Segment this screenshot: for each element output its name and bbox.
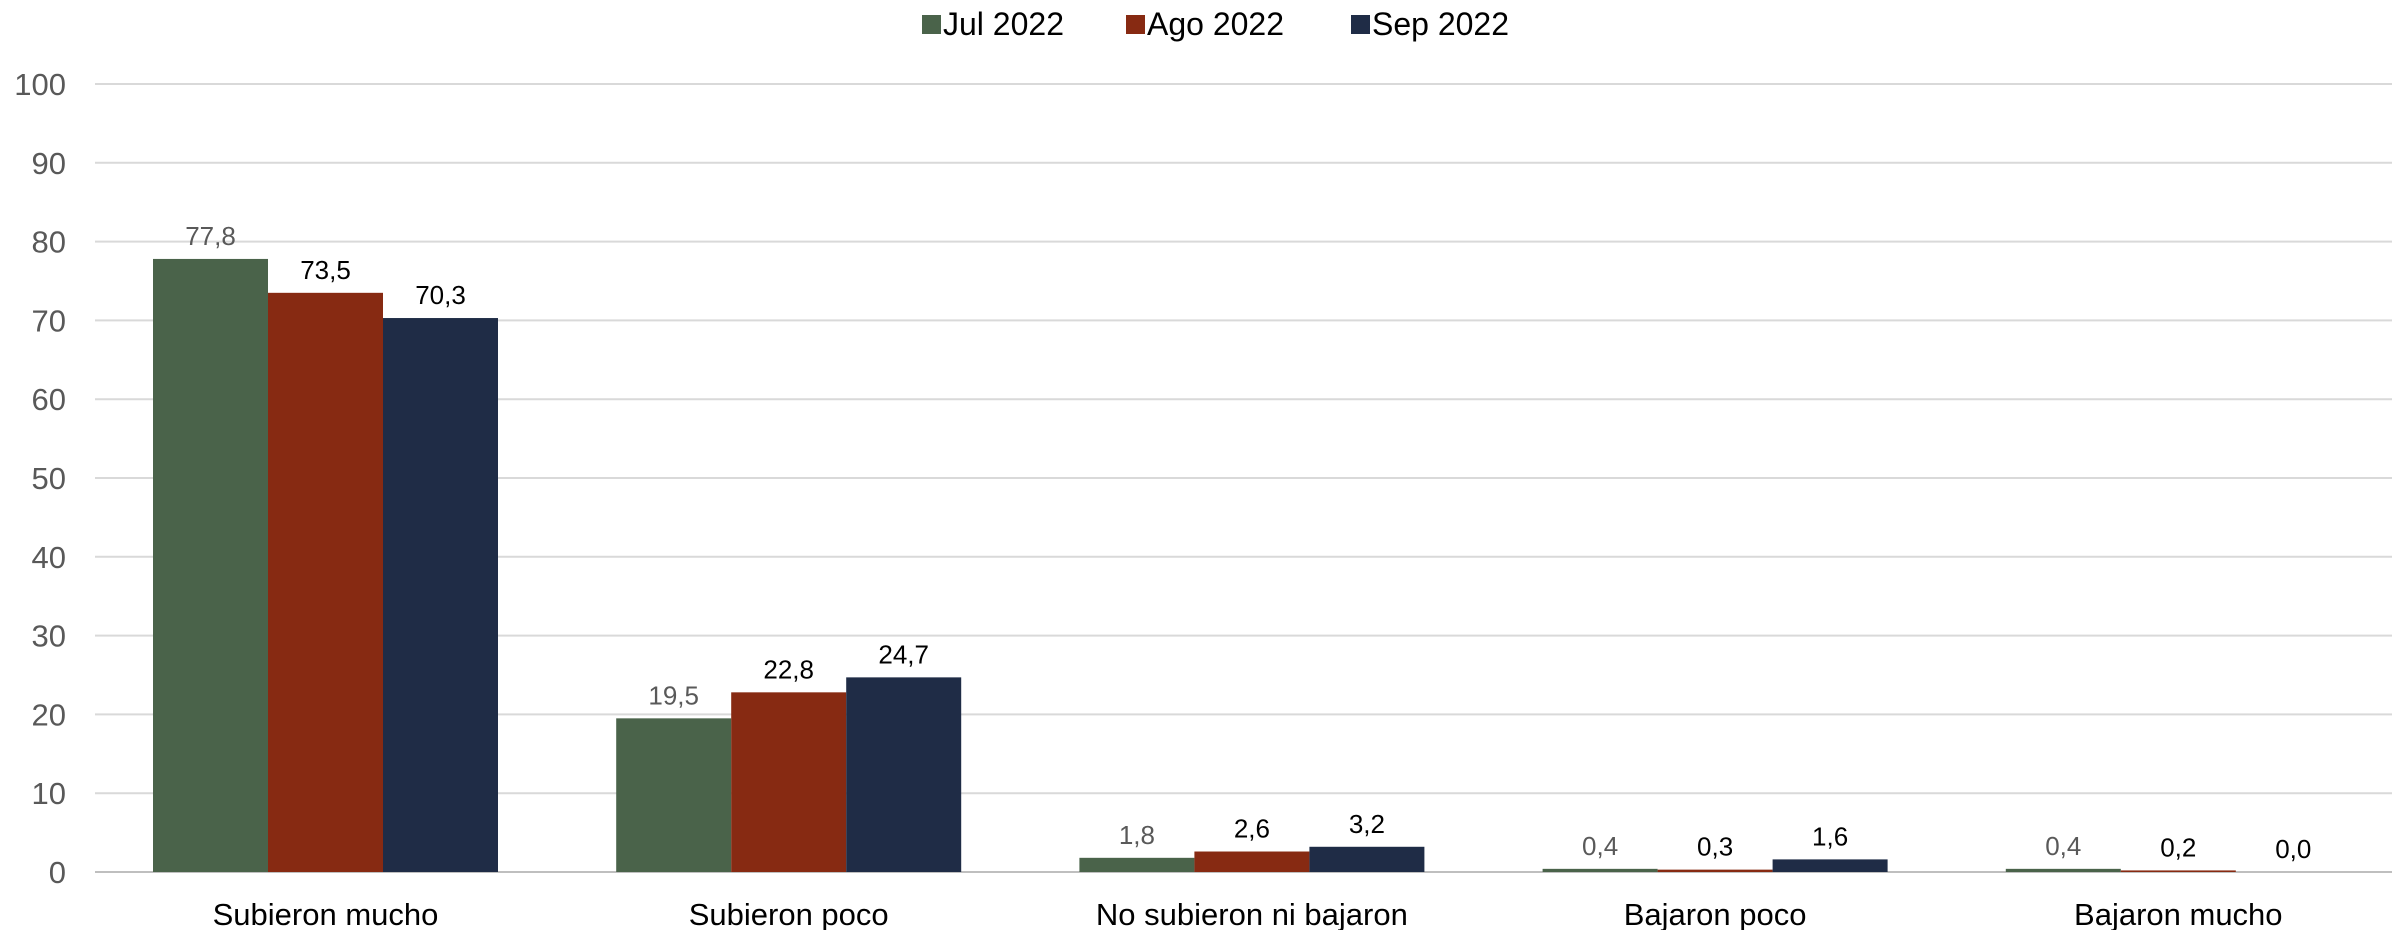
- y-tick-label: 90: [32, 146, 66, 181]
- data-label: 22,8: [763, 654, 814, 684]
- legend-swatch: [1351, 15, 1370, 34]
- y-tick-label: 50: [32, 461, 66, 496]
- bar: [1657, 869, 1773, 872]
- data-label: 3,2: [1349, 809, 1385, 839]
- bar: [731, 692, 847, 872]
- bar: [268, 292, 383, 872]
- data-label: 0,2: [2160, 832, 2196, 862]
- bar: [616, 718, 732, 872]
- data-label: 0,0: [2275, 834, 2311, 864]
- legend-swatch: [1126, 15, 1145, 34]
- bar: [846, 677, 962, 872]
- bar: [1772, 859, 1888, 872]
- data-label: 70,3: [415, 280, 466, 310]
- bar: [2120, 870, 2236, 872]
- bars: [153, 258, 2236, 872]
- x-tick-label: Bajaron poco: [1624, 897, 1807, 930]
- bar: [1079, 857, 1195, 872]
- y-tick-label: 70: [32, 303, 66, 338]
- x-tick-label: No subieron ni bajaron: [1096, 897, 1408, 930]
- y-tick-label: 80: [32, 225, 66, 260]
- x-axis: Subieron mucho Subieron poco No subieron n…: [213, 897, 2283, 930]
- y-tick-label: 10: [32, 776, 66, 811]
- y-axis: 0 10 20 30 40 50 60 70 80 90 100: [14, 67, 66, 890]
- data-label: 1,6: [1812, 821, 1848, 851]
- y-tick-label: 40: [32, 540, 66, 575]
- legend-swatch: [922, 15, 941, 34]
- data-label: 0,3: [1697, 832, 1733, 862]
- x-tick-label: Bajaron mucho: [2074, 897, 2283, 930]
- bar: [153, 258, 268, 872]
- y-tick-label: 20: [32, 697, 66, 732]
- legend-label: Jul 2022: [943, 6, 1064, 42]
- data-label: 77,8: [185, 221, 236, 251]
- data-label: 73,5: [300, 255, 351, 285]
- y-tick-label: 0: [49, 855, 66, 890]
- data-labels: 77,8 73,5 70,3 19,5 22,8 24,7 1,8 2,6 3,2 0,4 0,3 1…: [185, 221, 2311, 864]
- y-tick-label: 30: [32, 619, 66, 654]
- x-tick-label: Subieron poco: [689, 897, 889, 930]
- bar: [383, 318, 498, 872]
- y-tick-label: 60: [32, 382, 66, 417]
- data-label: 19,5: [648, 680, 699, 710]
- data-label: 2,6: [1234, 814, 1270, 844]
- y-tick-label: 100: [14, 67, 66, 102]
- bar: [1309, 846, 1425, 872]
- data-label: 0,4: [2045, 831, 2081, 861]
- data-label: 24,7: [878, 639, 929, 669]
- data-label: 1,8: [1119, 820, 1155, 850]
- x-tick-label: Subieron mucho: [213, 897, 439, 930]
- legend: Jul 2022 Ago 2022 Sep 2022: [922, 6, 1509, 42]
- legend-label: Sep 2022: [1372, 6, 1509, 42]
- bar: [2005, 868, 2121, 872]
- bar: [1194, 851, 1310, 872]
- legend-label: Ago 2022: [1147, 6, 1284, 42]
- data-label: 0,4: [1582, 831, 1618, 861]
- bar: [1542, 868, 1658, 872]
